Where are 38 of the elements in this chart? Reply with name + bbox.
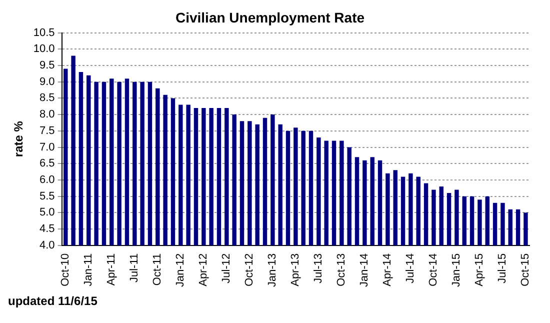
y-tick-label: 9.5 [40, 60, 55, 72]
x-tick-label: Jan-11 [82, 253, 95, 286]
x-tick-label: Jan-13 [266, 253, 279, 288]
x-tick-label: Apr-14 [382, 253, 394, 286]
x-tick-label: Oct-10 [60, 253, 72, 286]
y-tick-label: 8.5 [40, 92, 55, 104]
y-tick-label: 4.5 [40, 223, 55, 236]
x-tick-label: Oct-13 [336, 253, 348, 286]
x-tick-label: Apr-12 [198, 253, 210, 286]
y-tick-label: 6.5 [40, 158, 55, 170]
x-tick-label: Apr-15 [474, 253, 486, 286]
chart-title: Civilian Unemployment Rate [175, 9, 365, 26]
y-tick-label: 5.0 [40, 206, 55, 219]
x-tick-label: Jan-12 [174, 253, 187, 288]
y-tick-label: 5.5 [40, 190, 55, 202]
x-tick-label: Oct-11 [152, 253, 164, 286]
x-tick-label: Jul-12 [220, 253, 233, 284]
y-tick-label: 10.0 [33, 43, 55, 56]
y-tick-label: 9.0 [40, 76, 55, 88]
y-axis-title: rate % [12, 120, 26, 158]
y-tick-label: 6.0 [40, 174, 55, 186]
x-tick-label: Apr-13 [290, 253, 302, 286]
x-tick-label: Jul-14 [404, 253, 417, 284]
x-tick-label: Oct-14 [428, 253, 440, 286]
y-tick-label: 8.0 [40, 108, 55, 121]
x-tick-label: Jul-13 [312, 253, 325, 284]
y-tick-label: 4.0 [40, 239, 55, 252]
x-tick-label: Apr-11 [106, 253, 118, 286]
text: updated 11/6/15 [8, 294, 98, 308]
x-tick-label: Jan-15 [450, 253, 463, 288]
x-tick-label: Oct-15 [520, 253, 532, 286]
x-tick-label: Jan-14 [358, 253, 371, 288]
y-tick-label: 10.5 [33, 26, 55, 39]
y-tick-label: 7.0 [40, 141, 55, 154]
x-tick-label: Jul-15 [496, 253, 509, 284]
x-tick-label: Oct-12 [244, 253, 256, 286]
x-tick-label: Jul-11 [128, 253, 141, 283]
y-tick-label: 7.5 [40, 124, 55, 137]
